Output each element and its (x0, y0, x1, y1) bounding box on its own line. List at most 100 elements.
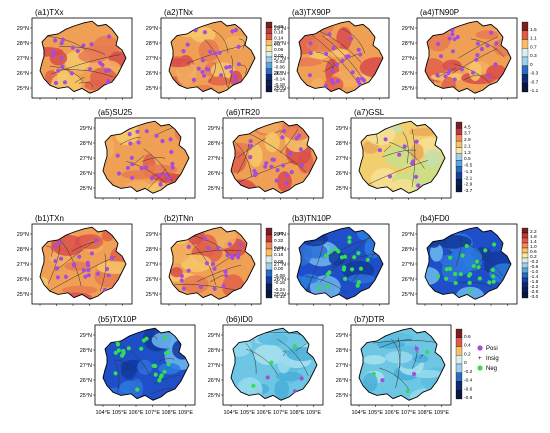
y-tick-label: 29°N (336, 333, 348, 339)
map-shade (363, 372, 378, 392)
colorbar-tick-label: 0.2 (530, 254, 537, 260)
x-tick-label: 106°E (128, 410, 143, 416)
y-tick-label: 26°N (274, 71, 286, 77)
colorbar-tick-label: 1.5 (530, 27, 537, 33)
station-dot (56, 68, 61, 73)
map-panel-b7: (b7)DTR 25°N 26°N 27°N 28°N 29°N 104°E 105°E 106… (336, 315, 473, 416)
colorbar-b2: 0.400.320.240.160.080.00-0.08-0.16-0.24-… (265, 227, 285, 300)
station-dot (221, 283, 226, 289)
colorbar-tick-label: 0.3 (530, 53, 537, 59)
colorbar-swatch (521, 287, 529, 294)
station-dot (154, 133, 159, 138)
station-dot (383, 137, 388, 142)
station-dot (308, 41, 313, 46)
county-border (463, 74, 480, 81)
station-dot (185, 42, 190, 47)
map-shade (301, 231, 329, 247)
station-dot (159, 373, 164, 378)
map-shade (169, 58, 192, 68)
station-dot (324, 253, 329, 258)
colorbar-tick-label: 1.3 (464, 150, 471, 156)
station-dot (167, 176, 172, 181)
y-tick-label: 25°N (274, 292, 286, 298)
county-border (185, 249, 242, 256)
station-dot (350, 70, 355, 75)
station-dot (53, 244, 58, 249)
map-shade (264, 132, 280, 153)
station-dot (233, 27, 238, 33)
station-dot (130, 175, 135, 180)
legend-marker-neg (477, 365, 483, 371)
station-dot (412, 371, 417, 377)
colorbar-swatch (455, 147, 463, 154)
panel-title: (b4)FD0 (420, 214, 450, 223)
county-border (196, 264, 242, 283)
y-tick-label: 26°N (80, 171, 92, 177)
station-dot (299, 376, 304, 381)
station-dot (347, 239, 352, 244)
legend-label: Posi (486, 346, 498, 352)
colorbar-swatch (265, 227, 273, 236)
y-tick-label: 26°N (80, 378, 92, 384)
map-shade (103, 121, 122, 135)
station-dot (380, 378, 385, 383)
y-tick-label: 27°N (274, 262, 286, 268)
county-border (233, 161, 294, 185)
station-dot (57, 234, 62, 239)
panel-title: (a1)TXx (35, 8, 63, 17)
station-dot (340, 58, 345, 64)
colorbar-swatch (521, 65, 529, 75)
colorbar-swatch (455, 355, 463, 365)
map-shade (223, 35, 253, 50)
x-tick-label: 108°E (289, 410, 304, 416)
y-tick-label: 28°N (17, 41, 29, 47)
county-border (204, 39, 228, 87)
station-dot (200, 69, 205, 75)
station-dot (208, 49, 213, 54)
y-tick-label: 28°N (146, 41, 158, 47)
x-tick-label: 107°E (145, 410, 160, 416)
colorbar-tick-label: 0 (530, 62, 533, 68)
county-border (159, 358, 175, 362)
y-tick-label: 27°N (80, 363, 92, 369)
station-dot (358, 266, 364, 271)
station-dot (125, 165, 130, 171)
station-dot (248, 155, 253, 160)
colorbar-a7: 4.53.72.92.11.30.5-0.5-1.3-2.1-2.9-3.7 (455, 121, 473, 194)
colorbar-swatch (455, 381, 463, 391)
county-border (295, 343, 307, 352)
map-shade (442, 59, 462, 72)
county-border (208, 62, 216, 83)
station-dot (163, 351, 169, 356)
colorbar-tick-label: -2.1 (464, 175, 473, 181)
colorbar-swatch (265, 80, 273, 87)
y-tick-label: 27°N (402, 262, 414, 268)
station-dot (343, 276, 348, 281)
colorbar-tick-label: 1.8 (530, 234, 537, 240)
map-shade (90, 67, 117, 88)
county-border (150, 388, 173, 395)
station-dot (136, 140, 141, 145)
colorbar-tick-label: 0.4 (464, 343, 471, 349)
station-dot (212, 286, 217, 291)
colorbar-tick-label: -0.6 (464, 386, 473, 392)
colorbar-tick-label: -0.2 (464, 369, 473, 375)
y-tick-label: 29°N (80, 126, 92, 132)
colorbar-swatch (521, 247, 529, 254)
panel-title: (a4)TN90P (420, 8, 459, 17)
y-tick-label: 26°N (146, 71, 158, 77)
station-dot (59, 256, 64, 261)
county-border (212, 29, 229, 53)
station-dot (328, 249, 333, 254)
y-tick-label: 25°N (146, 86, 158, 92)
colorbar-tick-label: 0.6 (464, 334, 471, 340)
colorbar-tick-label: 1.4 (530, 239, 537, 245)
county-border (71, 242, 95, 252)
map-panel-a4: (a4)TN90P 25°N 26°N 27°N 28°N 29°N 1.5 1.1 0.7 0.… (402, 8, 539, 100)
y-tick-label: 26°N (336, 171, 348, 177)
station-dot (414, 139, 419, 144)
station-dot (236, 44, 241, 50)
station-dot (186, 268, 191, 273)
map-shade (174, 125, 189, 142)
county-border (277, 338, 309, 376)
